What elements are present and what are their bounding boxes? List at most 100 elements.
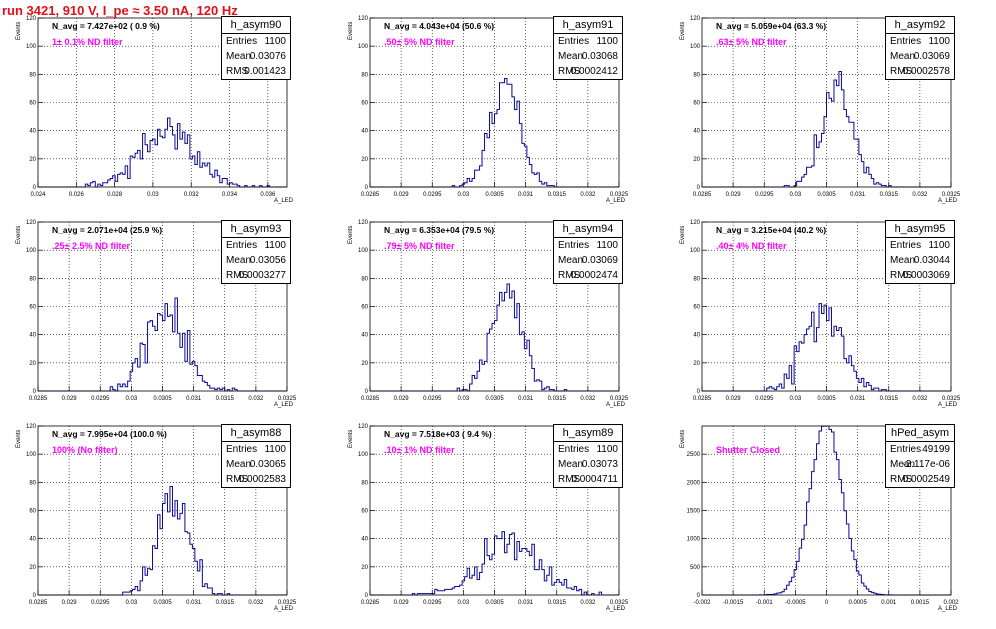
stats-value: 1100 [596,444,618,455]
y-tick-label: 20 [29,157,36,163]
stats-row-mean: Mean 0.03076 [222,49,290,64]
x-tick-label: 0.0315 [548,192,567,198]
stats-label: Mean [226,51,252,62]
n-avg-label: N_avg = 7.518e+03 ( 9.4 %) [384,429,492,439]
y-tick-label: 40 [693,129,700,135]
stats-box: h_asym92 Entries 1100 Mean 0.03069 RMS 0.00025… [885,16,955,80]
y-tick-label: 60 [29,101,36,107]
x-tick-label: 0.0325 [610,600,629,606]
y-axis-title: Events [680,225,686,244]
n-avg-label: N_avg = 7.995e+04 (100.0 %) [52,429,167,439]
stats-label: Entries [890,36,922,47]
y-tick-label: 40 [29,129,36,135]
stats-label: Mean [226,255,252,266]
y-tick-label: 120 [358,220,369,226]
y-tick-label: 100 [690,248,701,254]
x-tick-label: 0.0315 [548,600,567,606]
histogram-name: h_asym95 [886,221,954,238]
x-tick-label: 0.03 [458,192,470,198]
filter-label: Shutter Closed [716,445,781,455]
x-tick-label: 0.029 [394,600,410,606]
stats-row-entries: Entries 1100 [886,238,954,253]
stats-value: 0.03065 [249,459,286,470]
filter-label: .63± 5% ND filter [716,37,787,47]
x-tick-label: 0.0295 [423,396,442,402]
n-avg-label: N_avg = 3.215e+04 (40.2 %) [716,225,827,235]
y-axis-title: Events [680,429,686,448]
x-tick-label: 0.0295 [423,600,442,606]
x-tick-label: 0.03 [126,600,138,606]
y-tick-label: 1000 [687,537,701,543]
x-tick-label: 0.029 [726,192,742,198]
histogram-panel-h_asym91: 0.0285 0.029 0.0295 0.03 0.0305 0.031 0.0315 0.… [332,14,664,221]
y-tick-label: 60 [693,305,700,311]
filter-label: .25± 2.5% ND filter [52,241,130,251]
x-tick-label: 0.031 [518,600,534,606]
y-tick-label: 0 [33,185,37,191]
y-tick-label: 0 [365,593,369,599]
stats-box: h_asym91 Entries 1100 Mean 0.03068 RMS 0.00024… [553,16,623,80]
y-axis-title: Events [348,21,354,40]
histogram-panel-h_asym93: 0.0285 0.029 0.0295 0.03 0.0305 0.031 0.0315 0.… [0,218,332,425]
y-tick-label: 40 [361,537,368,543]
y-tick-label: 0 [697,185,701,191]
y-tick-label: 120 [690,16,701,22]
stats-row-mean: Mean 0.03073 [554,457,622,472]
x-tick-label: 0.029 [726,396,742,402]
stats-label: RMS [558,66,581,77]
y-tick-label: 80 [29,72,36,78]
stats-value: 49199 [922,444,950,455]
x-axis-title: A_LED [274,198,294,204]
x-tick-label: 0.0295 [755,396,774,402]
y-tick-label: 20 [29,565,36,571]
y-tick-label: 80 [361,480,368,486]
x-tick-label: 0.0315 [880,192,899,198]
y-tick-label: 500 [690,565,701,571]
histogram-panel-h_asym90: 0.024 0.026 0.028 0.03 0.032 0.034 0.036 0 20 40 6… [0,14,332,221]
stats-row-entries: Entries 1100 [222,238,290,253]
filter-label: .10± 1% ND filter [384,445,455,455]
x-tick-label: 0.0305 [153,600,172,606]
filter-label: .50± 5% ND filter [384,37,455,47]
x-tick-label: 0.0305 [817,192,836,198]
stats-row-rms: RMS 0.0002474 [554,268,622,283]
x-tick-label: 0.0285 [29,600,48,606]
y-tick-label: 80 [361,276,368,282]
y-tick-label: 100 [358,44,369,50]
y-tick-label: 60 [361,305,368,311]
y-axis-title: Events [348,429,354,448]
stats-value: 0.0003069 [902,270,950,281]
x-tick-label: 0.0325 [278,396,297,402]
y-tick-label: 100 [690,44,701,50]
stats-value: 1100 [928,36,950,47]
y-tick-label: 20 [693,157,700,163]
x-tick-label: 0.036 [260,192,276,198]
histogram-line [38,117,287,188]
stats-value: 1100 [264,240,286,251]
stats-box: h_asym90 Entries 1100 Mean 0.03076 RMS 0.00142… [221,16,291,80]
x-tick-label: 0.0315 [216,396,235,402]
x-tick-label: 0.0305 [485,600,504,606]
x-tick-label: 0.032 [248,600,264,606]
stats-label: Mean [890,255,916,266]
x-axis-title: A_LED [606,402,626,408]
x-tick-label: 0.0285 [29,396,48,402]
stats-row-rms: RMS 0.0003277 [222,268,290,283]
y-axis-title: Events [348,225,354,244]
x-tick-label: 0.031 [518,192,534,198]
y-tick-label: 40 [361,333,368,339]
stats-row-entries: Entries 1100 [886,34,954,49]
y-tick-label: 40 [29,537,36,543]
stats-box: h_asym93 Entries 1100 Mean 0.03056 RMS 0.00032… [221,220,291,284]
x-axis-title: A_LED [606,606,626,612]
x-tick-label: 0 [825,600,829,606]
y-tick-label: 100 [26,44,37,50]
histogram-name: h_asym93 [222,221,290,238]
histogram-line [38,297,287,392]
stats-value: 0.001423 [244,66,286,77]
x-tick-label: 0.0005 [848,600,867,606]
n-avg-label: N_avg = 7.427e+02 ( 0.9 %) [52,21,160,31]
x-tick-label: 0.032 [580,396,596,402]
n-avg-label: N_avg = 6.353e+04 (79.5 %) [384,225,495,235]
stats-value: 1100 [264,36,286,47]
